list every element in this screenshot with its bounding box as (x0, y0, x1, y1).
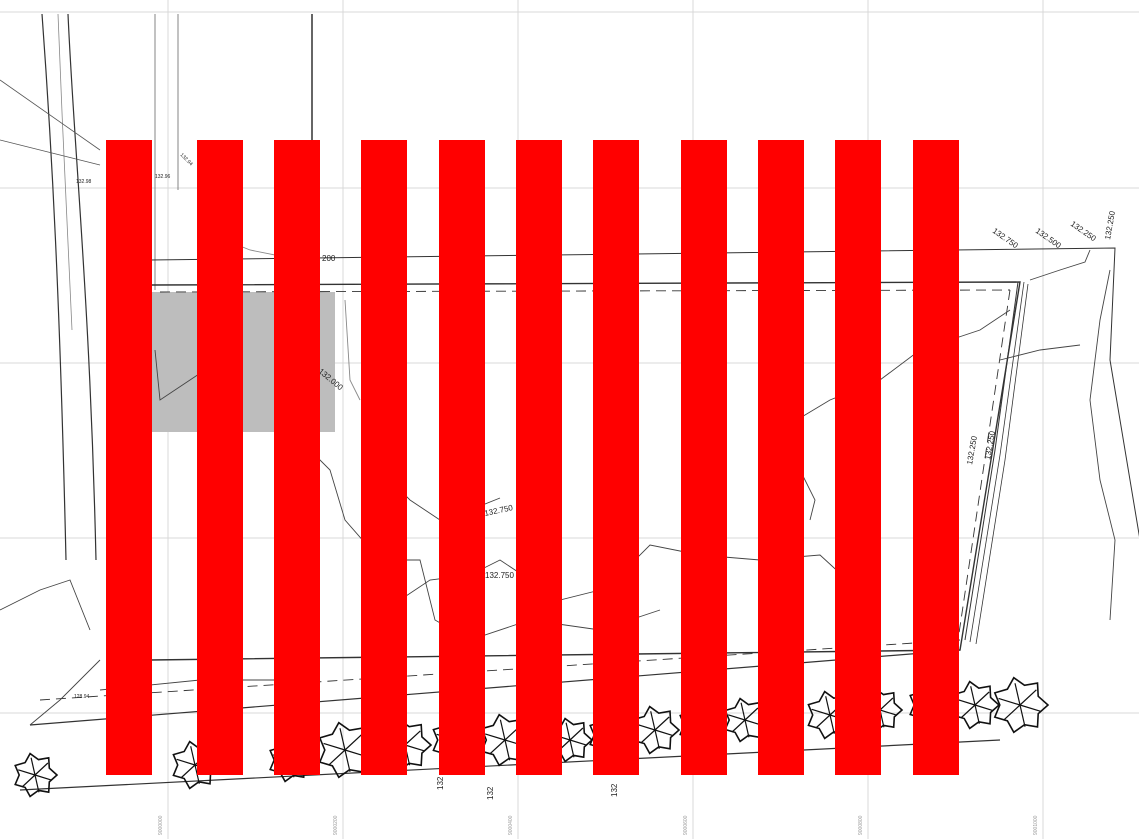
spot-elevation-label: 128.94 (74, 694, 90, 700)
redaction-bar (758, 140, 804, 775)
spot-elevation-label: 132.98 (76, 179, 92, 185)
road-lines (0, 13, 313, 561)
contour-line (999, 344, 1081, 361)
tree-icon (993, 676, 1050, 734)
elevation-label: 132.750 (991, 226, 1020, 250)
redaction-bar (516, 140, 562, 775)
contour-line (1089, 269, 1116, 621)
grid-axis-label: 9000400 (508, 815, 514, 835)
redaction-bar (439, 140, 485, 775)
contour-line (779, 309, 1011, 431)
grid-axis-label: 9000200 (333, 815, 339, 835)
tree-icon (632, 705, 681, 755)
contour-line (799, 469, 816, 521)
elevation-label: 132.750 (484, 503, 515, 518)
setback-dashed-line (957, 289, 1011, 641)
elevation-label: 132.250 (1069, 219, 1098, 243)
elevation-label: 132.250 (1103, 210, 1117, 241)
slope-line (969, 281, 1025, 643)
redaction-bar (197, 140, 243, 775)
tree-icon (952, 680, 1001, 730)
road-edge-line (67, 13, 97, 561)
leader-line (0, 79, 101, 151)
spot-elevation-label: 132.96 (155, 174, 171, 180)
elevation-label: 132.500 (1034, 226, 1063, 250)
redaction-bar (681, 140, 727, 775)
contour-line (0, 579, 91, 631)
tree-icon (14, 752, 59, 798)
redaction-bar (361, 140, 407, 775)
contour-line (344, 299, 361, 401)
redaction-bar (274, 140, 320, 775)
redaction-bar (913, 140, 959, 775)
redaction-bars (106, 140, 959, 775)
elevation-label: 132 (610, 783, 619, 797)
road-edge-line (41, 13, 67, 561)
grid-axis-label: 9000800 (858, 815, 864, 835)
elevation-label: 132.750 (485, 571, 514, 580)
slope-line (975, 283, 1029, 645)
tree-icon (724, 697, 769, 743)
redaction-bar (106, 140, 152, 775)
elevation-label: 132.250 (965, 435, 979, 466)
setback-dashed-line (39, 639, 961, 701)
boundary-line (29, 649, 961, 726)
grid-axis-labels: 9000000 9000200 9000400 9000600 9000800 … (158, 815, 1039, 835)
contour-line (1029, 249, 1091, 281)
redaction-bar (835, 140, 881, 775)
grid-axis-label: 9000600 (683, 815, 689, 835)
grid-axis-label: 9001000 (1033, 815, 1039, 835)
contour-line (299, 439, 661, 641)
slope-line (964, 281, 1019, 641)
elevation-label: 132 (436, 776, 445, 790)
contour-line (29, 659, 101, 726)
leader-line (0, 139, 101, 166)
grid-axis-label: 9000000 (158, 815, 164, 835)
road-center-line (57, 13, 73, 331)
redaction-bar (593, 140, 639, 775)
elevation-label: 200 (322, 254, 336, 263)
elevation-label: 132.250 (983, 430, 997, 461)
elevation-label: 132 (486, 786, 495, 800)
spot-elevation-label: 132.94 (179, 152, 194, 167)
